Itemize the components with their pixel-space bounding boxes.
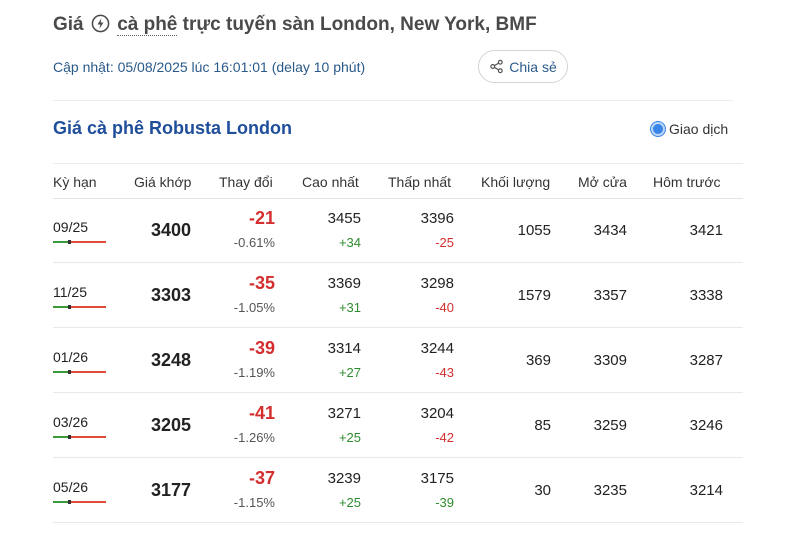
col-prev: Hôm trước xyxy=(653,174,721,190)
title-coffee-link[interactable]: cà phê xyxy=(117,14,178,36)
price-value: 3177 xyxy=(150,480,191,500)
share-button[interactable]: Chia sẻ xyxy=(478,50,568,83)
term-label: 03/26 xyxy=(53,414,89,430)
low-diff: -40 xyxy=(435,300,454,315)
change-value: -21 xyxy=(248,208,275,228)
table-row[interactable]: 11/25 3303 -35 -1.05% 3369 +31 3298 -40 1579 3357… xyxy=(53,264,743,328)
table-row[interactable]: 01/26 3248 -39 -1.19% 3314 +27 3244 -43 369 3309 3… xyxy=(53,329,743,393)
change-percent: -1.05% xyxy=(233,300,275,315)
trade-toggle[interactable]: Giao dịch xyxy=(651,121,728,137)
volume-value: 1055 xyxy=(517,222,551,239)
col-price: Giá khớp xyxy=(134,174,192,190)
range-marker xyxy=(68,240,71,244)
col-high: Cao nhất xyxy=(302,174,359,190)
title-suffix: trực tuyến sàn London, New York, BMF xyxy=(182,14,537,35)
prev-close-value: 3246 xyxy=(689,417,723,434)
open-value: 3434 xyxy=(593,222,627,239)
range-marker xyxy=(68,370,71,374)
range-marker xyxy=(68,435,71,439)
open-value: 3357 xyxy=(593,287,627,304)
low-diff: -42 xyxy=(435,430,454,445)
change-percent: -1.26% xyxy=(233,430,275,445)
price-value: 3303 xyxy=(150,285,191,305)
trade-toggle-label: Giao dịch xyxy=(669,121,729,137)
col-volume: Khối lượng xyxy=(481,174,551,190)
col-term: Kỳ hạn xyxy=(53,174,97,190)
high-value: 3271 xyxy=(327,405,361,422)
table-row[interactable]: 09/25 3400 -21 -0.61% 3455 +34 3396 -25 1055 3434… xyxy=(53,199,743,263)
high-value: 3239 xyxy=(327,470,361,487)
prev-close-value: 3338 xyxy=(689,287,723,304)
change-percent: -1.19% xyxy=(233,365,275,380)
price-value: 3400 xyxy=(150,220,191,240)
prev-close-value: 3421 xyxy=(689,222,723,239)
range-marker xyxy=(68,500,71,504)
table-row[interactable]: 03/26 3205 -41 -1.26% 3271 +25 3204 -42 85 3259 32… xyxy=(53,394,743,458)
title-prefix: Giá xyxy=(53,14,84,35)
range-bar xyxy=(53,436,106,438)
high-value: 3455 xyxy=(327,210,361,227)
range-bar xyxy=(53,501,106,503)
high-value: 3314 xyxy=(327,340,361,357)
open-value: 3309 xyxy=(593,352,627,369)
price-value: 3248 xyxy=(150,350,191,370)
term-label: 05/26 xyxy=(53,479,89,495)
range-marker xyxy=(68,305,71,309)
low-value: 3244 xyxy=(420,340,454,357)
volume-value: 1579 xyxy=(517,287,551,304)
low-value: 3298 xyxy=(420,275,454,292)
range-bar xyxy=(53,241,106,243)
col-open: Mở cửa xyxy=(578,174,627,190)
range-bar xyxy=(53,371,106,373)
open-value: 3259 xyxy=(593,417,627,434)
table-row[interactable]: 05/26 3177 -37 -1.15% 3239 +25 3175 -39 30 3235 32… xyxy=(53,459,743,523)
term-label: 09/25 xyxy=(53,219,89,235)
change-value: -35 xyxy=(248,273,275,293)
high-value: 3369 xyxy=(327,275,361,292)
low-value: 3396 xyxy=(420,210,454,227)
change-value: -37 xyxy=(248,468,275,488)
low-diff: -43 xyxy=(435,365,454,380)
prev-close-value: 3214 xyxy=(689,482,723,499)
high-diff: +25 xyxy=(338,495,361,510)
share-label: Chia sẻ xyxy=(509,58,557,75)
low-diff: -39 xyxy=(435,495,454,510)
update-timestamp: Cập nhật: 05/08/2025 lúc 16:01:01 (delay… xyxy=(53,59,366,75)
high-diff: +31 xyxy=(338,300,361,315)
high-diff: +27 xyxy=(338,365,361,380)
price-value: 3205 xyxy=(150,415,191,435)
change-value: -41 xyxy=(248,403,275,423)
range-bar xyxy=(53,306,106,308)
radio-selected-icon[interactable] xyxy=(651,122,665,136)
volume-value: 369 xyxy=(525,352,551,369)
col-low: Thấp nhất xyxy=(388,174,452,190)
open-value: 3235 xyxy=(593,482,627,499)
low-value: 3204 xyxy=(420,405,454,422)
low-diff: -25 xyxy=(435,235,454,250)
divider xyxy=(53,100,733,101)
term-label: 01/26 xyxy=(53,349,89,365)
section-title: Giá cà phê Robusta London xyxy=(53,118,293,138)
low-value: 3175 xyxy=(420,470,454,487)
change-percent: -0.61% xyxy=(233,235,275,250)
prev-close-value: 3287 xyxy=(689,352,723,369)
table-header: Kỳ hạn Giá khớp Thay đổi Cao nhất Thấp n… xyxy=(53,163,743,199)
high-diff: +34 xyxy=(338,235,361,250)
col-change: Thay đổi xyxy=(219,174,273,190)
high-diff: +25 xyxy=(338,430,361,445)
volume-value: 85 xyxy=(534,417,551,434)
change-percent: -1.15% xyxy=(233,495,275,510)
change-value: -39 xyxy=(248,338,275,358)
bolt-icon xyxy=(91,14,110,33)
term-label: 11/25 xyxy=(53,284,87,300)
share-icon xyxy=(490,59,503,74)
page-title: Giá cà phê trực tuyến sàn London, New Yo… xyxy=(53,14,537,36)
volume-value: 30 xyxy=(534,482,551,499)
